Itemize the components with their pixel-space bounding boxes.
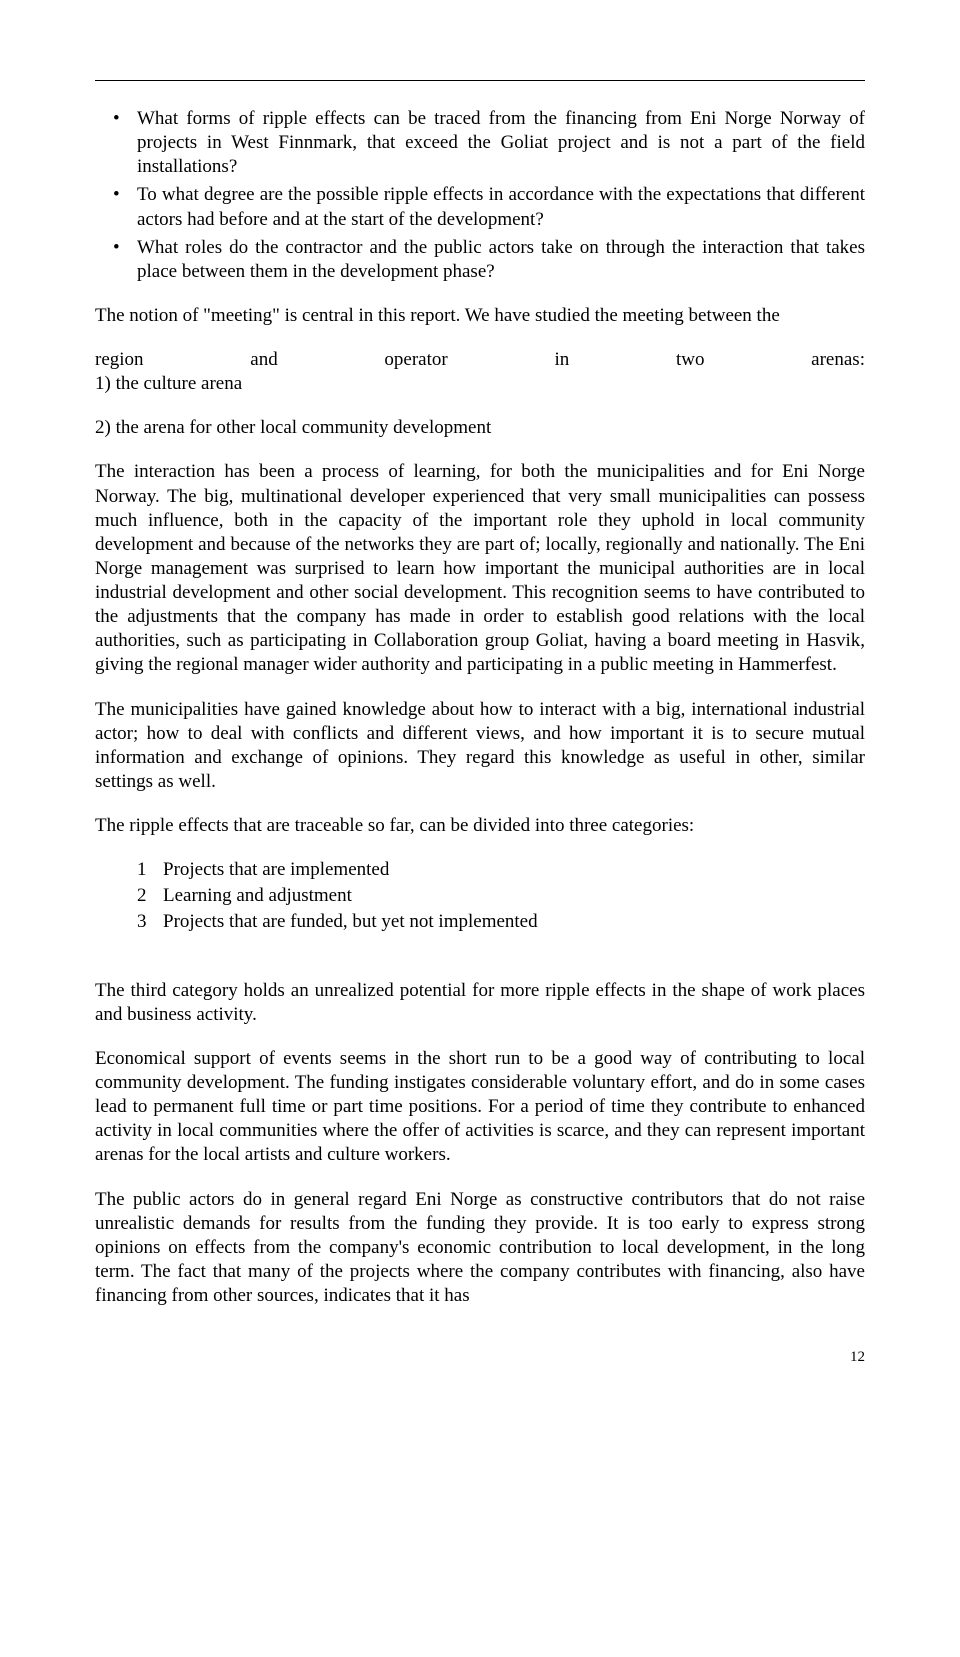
list-number: 1 [137,858,163,882]
list-text: Projects that are funded, but yet not im… [163,911,538,932]
paragraph-meeting-spread: region and operator in two arenas: [95,348,865,372]
word: operator [384,348,447,372]
paragraph-interaction: The interaction has been a process of le… [95,460,865,677]
bullet-item: To what degree are the possible ripple e… [137,183,865,231]
list-item: 3Projects that are funded, but yet not i… [137,910,865,934]
paragraph-culture-arena: 1) the culture arena [95,372,865,396]
list-text: Learning and adjustment [163,885,352,906]
list-text: Projects that are implemented [163,859,389,880]
paragraph-meeting-intro: The notion of "meeting" is central in th… [95,304,865,328]
paragraph-econ-support: Economical support of events seems in th… [95,1047,865,1168]
paragraph-municipalities: The municipalities have gained knowledge… [95,698,865,795]
bullet-list-questions: What forms of ripple effects can be trac… [95,107,865,284]
word: two [676,348,705,372]
paragraph-arena-2: 2) the arena for other local community d… [95,416,865,440]
word: region [95,348,144,372]
word: in [554,348,569,372]
word: and [250,348,277,372]
numbered-list-categories: 1Projects that are implemented 2Learning… [95,858,865,934]
bullet-item: What forms of ripple effects can be trac… [137,107,865,179]
list-number: 3 [137,910,163,934]
bullet-item: What roles do the contractor and the pub… [137,236,865,284]
paragraph-categories-intro: The ripple effects that are traceable so… [95,814,865,838]
list-number: 2 [137,884,163,908]
list-item: 1Projects that are implemented [137,858,865,882]
list-item: 2Learning and adjustment [137,884,865,908]
page-number: 12 [95,1348,865,1367]
paragraph-third-category: The third category holds an unrealized p… [95,979,865,1027]
word: arenas: [811,348,865,372]
paragraph-public-actors: The public actors do in general regard E… [95,1188,865,1309]
top-horizontal-rule [95,80,865,81]
